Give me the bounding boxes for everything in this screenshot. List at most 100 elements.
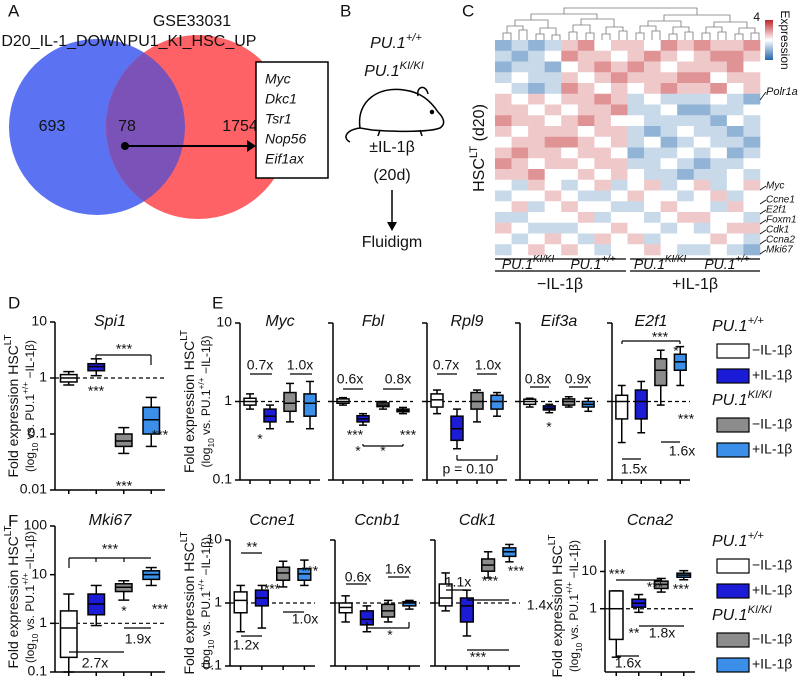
gene-pointer [759,91,767,101]
group-label: PU.1KI/KI [502,254,555,272]
heatmap-cell [577,83,595,95]
heatmap-cell [511,93,529,105]
heatmap-cell [577,190,595,202]
heatmap-cell [577,50,595,62]
heatmap-cell [528,190,545,202]
heatmap-cell [577,93,595,105]
heatmap-cell [677,72,695,84]
annotation: 1.8x [649,625,675,641]
group-label: PU.1+/+ [704,254,750,272]
heatmap-cell [677,222,695,234]
heatmap-cell [594,147,612,159]
heatmap-cell [660,61,678,73]
heatmap-cell [561,212,579,224]
annotation: *** [302,563,319,579]
annotation: *** [482,573,499,589]
heatmap-cell [544,179,562,191]
y-tick-label: 10 [206,531,222,547]
heatmap-cell [610,244,628,256]
colorbar [765,20,773,60]
y-axis-label-part: 10 [30,633,40,643]
heatmap-cell [726,222,744,234]
heatmap-ylabel-part: LT [468,146,480,158]
y-axis-label-part: −IL-1β) [567,540,581,582]
heatmap-cell [561,158,579,170]
heatmap-cell [610,179,628,191]
legend-genotype: PU.1+/+ [712,530,764,550]
heatmap-cell [660,158,678,170]
heatmap-cell [528,147,545,159]
heatmap-cell [660,93,678,105]
y-axis-label-part: (log [23,452,37,472]
heatmap-cell [528,201,545,213]
heatmap-cell [577,212,595,224]
annotation: * [121,603,127,619]
legend-genotype: PU.1KI/KI [712,389,772,409]
heatmap-cell [528,158,545,170]
heatmap-cell [561,93,579,105]
group-label-part: PU.1 [570,256,601,272]
annotation: 0.9x [565,371,591,387]
heatmap-cell [644,126,661,138]
heatmap-cell [726,72,744,84]
heatmap-cell [495,93,512,105]
heatmap-cell [627,126,645,138]
annotation: 1.6x [385,561,411,577]
annotation: *** [102,541,119,557]
heatmap-cell [544,169,562,181]
y-axis-label-part: 10 [30,442,40,452]
gene-pointer [759,185,767,191]
heatmap-cell [511,147,529,159]
group-label-part: KI/KI [533,254,555,265]
heatmap-cell [743,158,761,170]
heatmap-cell [644,83,661,95]
genotype-part: +/+ [406,32,423,44]
annotation: 0.8x [385,371,411,387]
heatmap-cell [594,93,612,105]
heatmap-cell [495,147,512,159]
chart-title: Cdk1 [459,512,496,529]
heatmap-cell [577,233,595,245]
y-axis-label-part: 10 [206,639,216,649]
heatmap-cell [594,126,612,138]
heatmap-cell [627,61,645,73]
chart-title: Ccnb1 [354,512,400,529]
heatmap-cell [544,61,562,73]
heatmap-cell [743,147,761,159]
annotation: ** [247,539,258,555]
condition: −IL-1β [537,276,583,293]
heatmap-cell [693,40,711,52]
annotation: *** [116,478,133,494]
annotation: 1.1x [445,574,471,590]
y-axis-label-part: vs. PU.1 [23,585,37,634]
heatmap-cell [660,104,678,116]
heatmap-cell [495,72,512,84]
heatmap-cell [561,147,579,159]
annotation: 1.2x [233,637,259,653]
heatmap-cell [677,93,695,105]
heatmap-cell [726,115,744,127]
heatmap-cell [610,115,628,127]
heatmap-cell [644,179,661,191]
heatmap-ylabel-part: (d20) [471,104,488,146]
heatmap-cell [511,115,529,127]
gene-label: Myc [766,181,784,192]
heatmap-cell [627,233,645,245]
heatmap-cell [594,104,612,116]
annotation: 1.0x [475,357,501,373]
heatmap-cell [644,72,661,84]
heatmap-cell [677,169,695,181]
venn-set-label: D20_IL-1_DOWN [1,33,126,50]
heatmap-cell [544,158,562,170]
heatmap-cell [627,93,645,105]
gene-label: Foxm1 [766,215,797,226]
annotation: * [387,627,393,643]
heatmap-cell [660,83,678,95]
heatmap-cell [710,93,728,105]
y-axis-label-part: 10 [206,438,216,448]
heatmap-cell [710,244,728,256]
heatmap-cell [627,147,645,159]
heatmap-cell [594,158,612,170]
group-label-part: PU.1 [704,256,735,272]
